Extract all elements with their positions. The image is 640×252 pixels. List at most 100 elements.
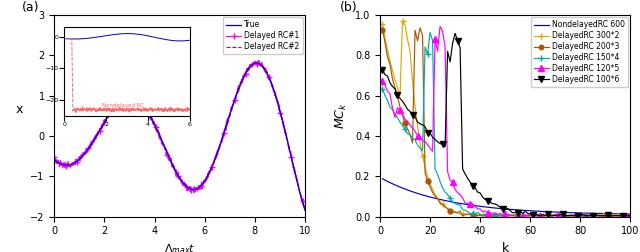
DelayedRC 300*2 <box>619 213 627 216</box>
DelayedRC 200*3 <box>511 214 519 217</box>
DelayedRC 120*5 <box>612 214 620 217</box>
DelayedRC 100*6 <box>451 32 459 35</box>
DelayedRC 150*4 <box>426 31 434 34</box>
Legend: True, Delayed RC#1, Delayed RC#2: True, Delayed RC#1, Delayed RC#2 <box>223 17 303 54</box>
NondelayedRC 600 <box>607 212 614 215</box>
X-axis label: k: k <box>502 242 509 252</box>
DelayedRC 100*6 <box>426 132 434 135</box>
Y-axis label: x: x <box>15 103 23 116</box>
DelayedRC 120*5 <box>436 25 444 28</box>
Delayed RC#1 <box>223 121 230 124</box>
DelayedRC 100*6 <box>619 214 627 217</box>
DelayedRC 150*4 <box>511 214 519 217</box>
DelayedRC 100*6 <box>509 211 516 214</box>
Line: DelayedRC 200*3: DelayedRC 200*3 <box>380 25 633 218</box>
NondelayedRC 600 <box>426 196 434 199</box>
DelayedRC 120*5 <box>627 214 634 217</box>
DelayedRC 300*2 <box>531 213 539 216</box>
Delayed RC#2 <box>246 66 253 69</box>
DelayedRC 300*2 <box>429 188 436 191</box>
NondelayedRC 600 <box>614 212 621 215</box>
Text: (a): (a) <box>22 1 39 14</box>
NondelayedRC 600 <box>627 213 634 216</box>
Delayed RC#1 <box>51 156 58 159</box>
True <box>51 159 58 162</box>
Delayed RC#2 <box>255 59 263 62</box>
True <box>246 66 253 69</box>
DelayedRC 100*6 <box>379 68 387 71</box>
Legend: NondelayedRC 600, DelayedRC 300*2, DelayedRC 200*3, DelayedRC 150*4, DelayedRC 1: NondelayedRC 600, DelayedRC 300*2, Delay… <box>531 17 628 87</box>
DelayedRC 120*5 <box>506 214 514 217</box>
DelayedRC 200*3 <box>627 214 634 217</box>
NondelayedRC 600 <box>436 198 444 201</box>
DelayedRC 100*6 <box>627 214 634 217</box>
Line: NondelayedRC 600: NondelayedRC 600 <box>383 179 630 214</box>
True <box>301 208 308 211</box>
DelayedRC 100*6 <box>436 142 444 145</box>
DelayedRC 300*2 <box>612 213 620 216</box>
DelayedRC 100*6 <box>536 214 544 217</box>
Delayed RC#2 <box>250 62 258 65</box>
Delayed RC#1 <box>152 128 159 131</box>
True <box>223 124 230 127</box>
Delayed RC#2 <box>301 209 308 212</box>
Delayed RC#1 <box>301 209 308 212</box>
DelayedRC 200*3 <box>439 203 447 206</box>
NondelayedRC 600 <box>526 209 534 212</box>
NondelayedRC 600 <box>379 177 387 180</box>
True <box>161 146 168 149</box>
Line: DelayedRC 150*4: DelayedRC 150*4 <box>380 29 634 219</box>
DelayedRC 200*3 <box>459 214 467 217</box>
Y-axis label: $MC_k$: $MC_k$ <box>334 103 349 129</box>
Line: Delayed RC#1: Delayed RC#1 <box>52 58 308 213</box>
Text: (b): (b) <box>340 1 358 14</box>
DelayedRC 200*3 <box>619 214 627 217</box>
True <box>76 157 84 160</box>
DelayedRC 200*3 <box>531 214 539 217</box>
DelayedRC 120*5 <box>511 214 519 217</box>
Line: DelayedRC 100*6: DelayedRC 100*6 <box>380 30 634 219</box>
DelayedRC 300*2 <box>627 213 634 216</box>
Delayed RC#1 <box>246 66 253 69</box>
DelayedRC 150*4 <box>612 214 620 217</box>
Delayed RC#1 <box>161 146 168 149</box>
Delayed RC#1 <box>76 159 84 162</box>
Line: True: True <box>54 63 305 209</box>
Delayed RC#2 <box>152 126 159 129</box>
True <box>253 61 260 65</box>
DelayedRC 200*3 <box>429 191 436 194</box>
Line: DelayedRC 300*2: DelayedRC 300*2 <box>380 18 634 218</box>
True <box>152 125 159 129</box>
DelayedRC 300*2 <box>379 23 387 26</box>
DelayedRC 120*5 <box>619 214 627 217</box>
Delayed RC#2 <box>51 158 58 161</box>
DelayedRC 120*5 <box>426 146 434 149</box>
X-axis label: $\Lambda_{max}t$: $\Lambda_{max}t$ <box>164 242 195 252</box>
DelayedRC 120*5 <box>379 79 387 82</box>
DelayedRC 100*6 <box>529 213 536 216</box>
Line: DelayedRC 120*5: DelayedRC 120*5 <box>380 23 634 219</box>
DelayedRC 150*4 <box>531 214 539 217</box>
DelayedRC 300*2 <box>464 213 472 216</box>
DelayedRC 120*5 <box>531 214 539 217</box>
DelayedRC 100*6 <box>612 214 620 217</box>
DelayedRC 150*4 <box>619 214 627 217</box>
DelayedRC 200*3 <box>612 214 620 217</box>
NondelayedRC 600 <box>506 208 514 211</box>
DelayedRC 150*4 <box>429 39 436 42</box>
DelayedRC 200*3 <box>416 26 424 29</box>
DelayedRC 150*4 <box>379 87 387 90</box>
DelayedRC 300*2 <box>439 203 447 206</box>
Line: Delayed RC#2: Delayed RC#2 <box>54 60 305 211</box>
DelayedRC 150*4 <box>439 186 447 190</box>
DelayedRC 120*5 <box>439 29 447 33</box>
DelayedRC 300*2 <box>399 20 406 23</box>
DelayedRC 300*2 <box>511 213 519 216</box>
DelayedRC 150*4 <box>479 214 486 217</box>
DelayedRC 150*4 <box>627 213 634 216</box>
DelayedRC 200*3 <box>379 28 387 31</box>
Delayed RC#2 <box>223 123 230 127</box>
Delayed RC#1 <box>255 59 262 62</box>
Delayed RC#1 <box>250 64 258 67</box>
Delayed RC#2 <box>76 155 84 159</box>
